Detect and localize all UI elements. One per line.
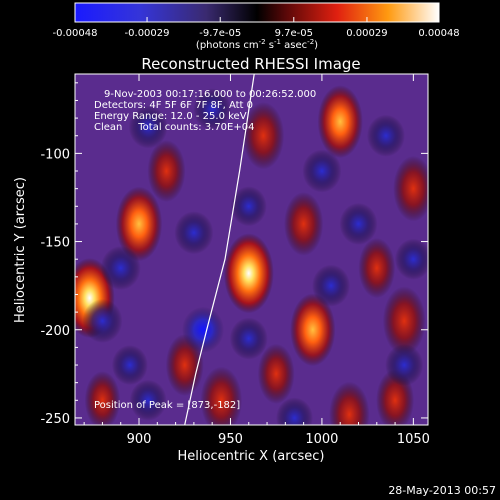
y-axis-label: Heliocentric Y (arcsec) [13,177,28,323]
heatmap-blob [382,286,426,356]
heatmap-blob [147,140,186,203]
heatmap-blob [84,371,121,425]
heatmap-blob [129,379,167,421]
colorbar-tick-label: 0.00048 [418,28,459,39]
colorbar-tick-label: -0.00048 [53,28,98,39]
annotation-peak-position: Position of Peak = [873,-182] [94,400,240,411]
footer-timestamp: 28-May-2013 00:57 [388,484,496,497]
plot-frame [74,73,429,426]
colorbar-ticks: -0.00048 -0.00029 -9.7e-05 9.7e-05 0.00029 0.… [53,17,460,39]
heatmap-blob [174,211,214,255]
heatmap-blob [182,306,225,353]
y-tick-label: -150 [40,236,70,251]
heatmap-blob [393,155,428,222]
heatmap-blob [229,317,268,360]
heatmap-blob [358,237,396,299]
x-tick-label: 1050 [397,432,430,447]
heatmap-blob [290,293,336,367]
heatmap-blob [302,149,342,193]
heatmap-blob [82,298,123,343]
colorbar-strip [74,2,440,23]
y-tick-label: -250 [40,412,70,427]
annotation-detectors: Detectors: 4F 5F 6F 7F 8F, Att 0 [94,100,253,111]
heatmap-blob [230,186,267,227]
heatmap-blob [366,114,405,157]
heatmap-blob [312,264,351,307]
x-tick-label: 950 [218,432,243,447]
heatmap-blob [200,366,243,425]
heatmap-blob [111,345,148,386]
chart-title: Reconstructed RHESSI Image [141,55,360,73]
heatmap-blob [284,192,324,256]
y-tick-label: -100 [40,147,70,162]
colorbar-tick-label: 9.7e-05 [275,28,313,39]
colorbar-tick-label: 0.00029 [346,28,387,39]
solar-limb-line [184,74,255,425]
colorbar-tick-label: -9.7e-05 [199,28,241,39]
x-axis-label: Heliocentric X (arcsec) [178,449,325,464]
heatmap-blob [339,202,378,245]
heatmap-blob [100,246,141,291]
heatmap-blob [115,186,163,262]
heatmap-blob [128,105,168,149]
x-tick-label: 900 [127,432,152,447]
colorbar-units: (photons cm-2 s-1 asec-2) [196,38,318,51]
heatmap-blob [329,381,370,425]
x-tick-label: 1000 [305,432,338,447]
heatmap-blob [394,238,428,280]
heatmap-blob [193,88,232,131]
heatmap-blob [242,102,285,170]
heatmap-blob [385,344,424,387]
annotation-counts: Clean Total counts: 3.70E+04 [94,122,254,133]
y-tick-label: -200 [40,324,70,339]
annotation-energy-range: Energy Range: 12.0 - 25.0 keV [94,111,247,122]
heatmap-blob [275,397,313,425]
heatmap-blob [317,85,363,159]
colorbar-tick-label: -0.00029 [125,28,170,39]
heatmap-blob [257,343,295,404]
heatmap-blob [223,233,274,314]
annotation-time-range: 9-Nov-2003 00:17:16.000 to 00:26:52.000 [104,89,316,100]
heatmap-image [75,74,428,425]
